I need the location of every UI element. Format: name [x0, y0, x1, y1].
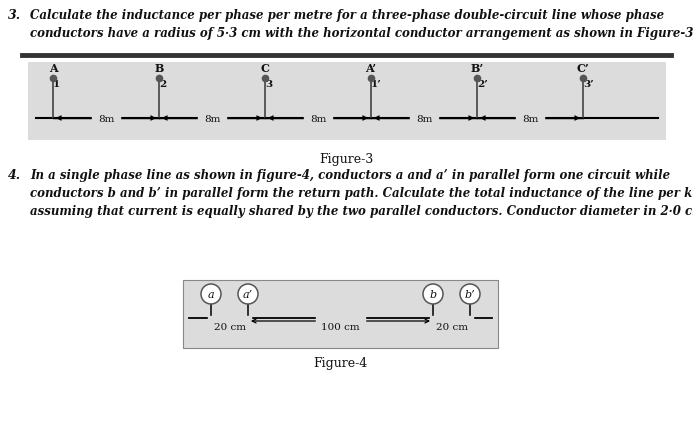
Text: b: b	[430, 289, 437, 299]
Text: 3.: 3.	[8, 9, 21, 22]
Text: Calculate the inductance per phase per metre for a three-phase double-circuit li: Calculate the inductance per phase per m…	[30, 9, 693, 40]
Text: 20 cm: 20 cm	[213, 322, 245, 331]
Text: 8m: 8m	[204, 114, 220, 123]
Text: 3: 3	[265, 80, 272, 89]
Text: 3’: 3’	[583, 80, 594, 89]
Text: A: A	[49, 63, 58, 74]
Circle shape	[238, 284, 258, 304]
Text: C’: C’	[577, 63, 589, 74]
Text: 2’: 2’	[477, 80, 488, 89]
Text: 8m: 8m	[522, 114, 538, 123]
Text: 1: 1	[53, 80, 60, 89]
Text: In a single phase line as shown in figure-4, conductors a and a’ in parallel for: In a single phase line as shown in figur…	[30, 169, 693, 218]
Bar	[183, 280, 498, 348]
Text: B’: B’	[471, 63, 484, 74]
Text: a’: a’	[243, 289, 253, 299]
Text: C: C	[261, 63, 270, 74]
Text: 8m: 8m	[310, 114, 326, 123]
Text: 8m: 8m	[416, 114, 432, 123]
Text: A’: A’	[365, 63, 376, 74]
Text: 100 cm: 100 cm	[321, 322, 360, 331]
Text: 4.: 4.	[8, 169, 21, 181]
Circle shape	[460, 284, 480, 304]
Text: 8m: 8m	[98, 114, 114, 123]
Circle shape	[201, 284, 221, 304]
Text: 1’: 1’	[371, 80, 382, 89]
Text: Figure-4: Figure-4	[313, 356, 367, 369]
Text: Figure-3: Figure-3	[319, 153, 373, 166]
Text: 2: 2	[159, 80, 166, 89]
Circle shape	[423, 284, 443, 304]
Text: a: a	[208, 289, 214, 299]
Text: 20 cm: 20 cm	[435, 322, 468, 331]
Text: B: B	[155, 63, 164, 74]
Bar	[28, 63, 666, 141]
Text: b’: b’	[465, 289, 475, 299]
